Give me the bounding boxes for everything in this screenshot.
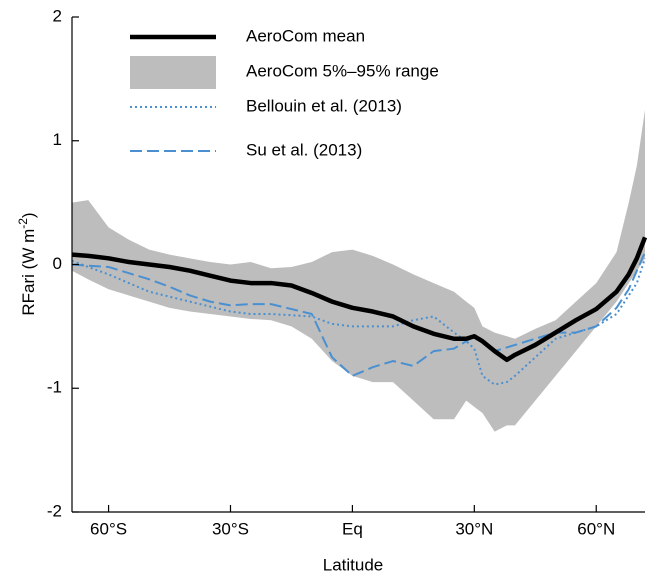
- y-label-end: ): [19, 212, 38, 218]
- x-tick-label: 60°N: [577, 519, 615, 538]
- series-line: [71, 236, 648, 363]
- x-tick-label: 30°N: [455, 519, 493, 538]
- legend-label: Su et al. (2013): [246, 140, 362, 159]
- legend-label: AeroCom 5%–95% range: [246, 61, 439, 80]
- range-band: [72, 109, 645, 432]
- y-tick-label: -1: [47, 378, 62, 397]
- y-tick-label: 1: [53, 130, 62, 149]
- y-label-text: RFari (W m: [19, 229, 38, 316]
- y-tick-label: 2: [53, 6, 62, 25]
- x-tick-label: Eq: [342, 519, 363, 538]
- x-axis-label: Latitude: [323, 555, 384, 574]
- x-tick-label: 60°S: [90, 519, 127, 538]
- y-axis-label: RFari (W m-2): [16, 212, 38, 315]
- legend-swatch: [130, 56, 216, 89]
- legend-label: AeroCom mean: [246, 26, 365, 45]
- y-label-sup: -2: [16, 218, 30, 229]
- y-tick-label: -2: [47, 501, 62, 520]
- x-tick-label: 30°S: [212, 519, 249, 538]
- legend-label: Bellouin et al. (2013): [246, 96, 402, 115]
- y-tick-label: 0: [53, 254, 62, 273]
- series-line: [71, 251, 646, 377]
